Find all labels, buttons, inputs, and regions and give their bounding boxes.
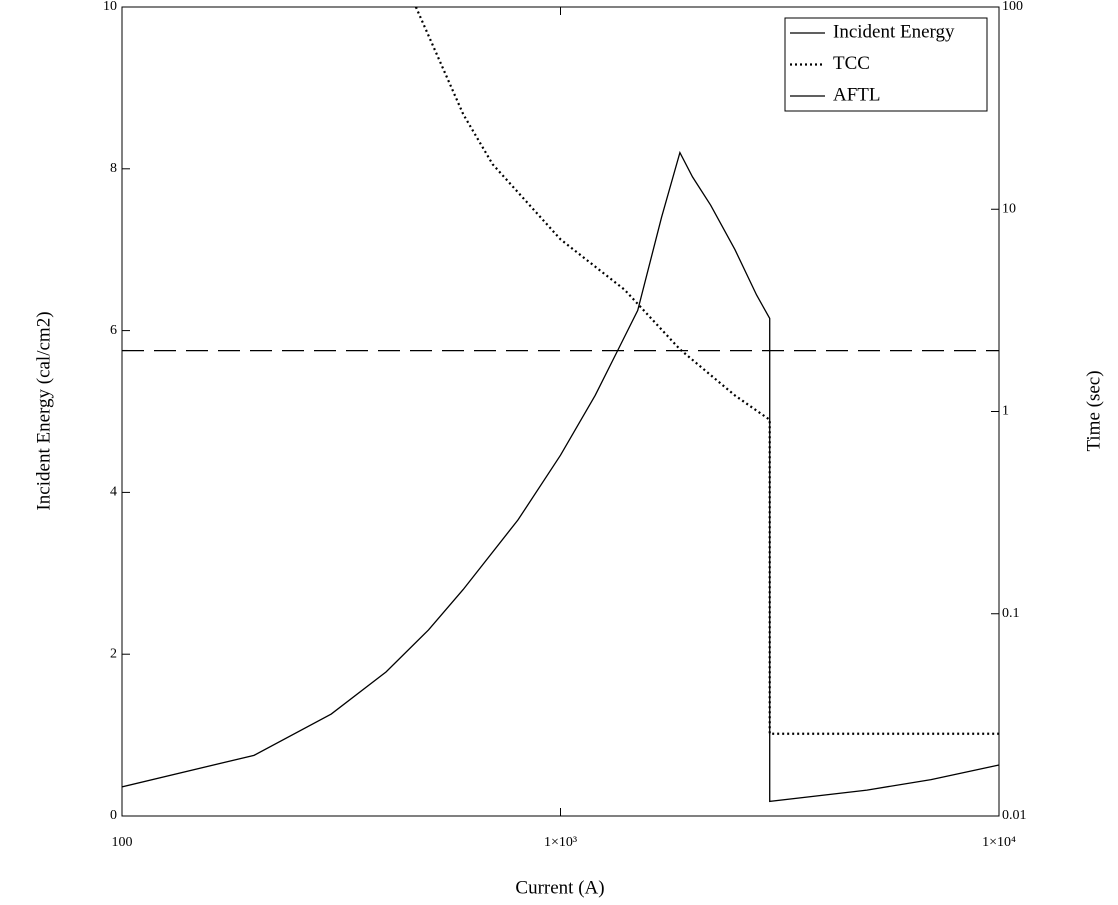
- series-line: [414, 6, 999, 735]
- x-tick-label: 1×10⁴: [982, 835, 1016, 850]
- x-axis-label: Current (A): [515, 877, 604, 898]
- legend-label: AFTL: [833, 84, 881, 105]
- x-tick-label: 1×10³: [544, 835, 577, 850]
- y2-tick-label: 0.01: [1002, 808, 1027, 823]
- y2-tick-label: 10: [1002, 201, 1016, 216]
- y-tick-label: 6: [110, 323, 117, 338]
- legend-label: Incident Energy: [833, 21, 955, 42]
- x-tick-label: 100: [112, 835, 133, 850]
- series-line: [121, 150, 1000, 803]
- legend-label: TCC: [833, 53, 870, 74]
- y-tick-label: 10: [103, 0, 117, 14]
- plot-frame: [121, 6, 1000, 817]
- y-axis-label: Incident Energy (cal/cm2): [33, 311, 54, 510]
- y2-axis-label: Time (sec): [1083, 370, 1104, 451]
- y-tick-label: 4: [110, 485, 117, 500]
- y-tick-label: 2: [110, 646, 117, 661]
- y-tick-label: 0: [110, 808, 117, 823]
- y2-tick-label: 0.1: [1002, 606, 1020, 621]
- y2-tick-label: 100: [1002, 0, 1023, 14]
- y2-tick-label: 1: [1002, 404, 1009, 419]
- y-tick-label: 8: [110, 161, 117, 176]
